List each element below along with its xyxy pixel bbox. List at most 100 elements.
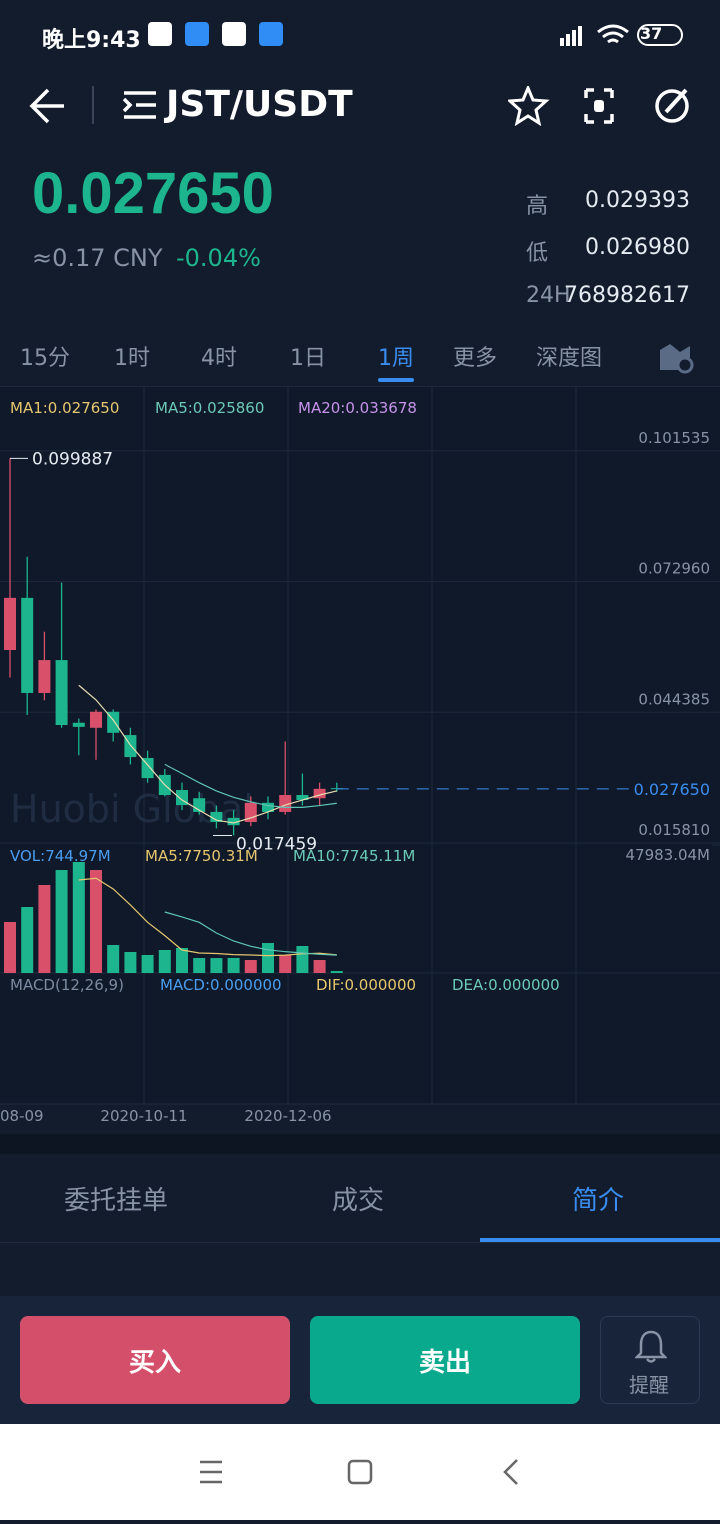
volume-bar: [176, 948, 188, 973]
status-bar: 晚上9:43 37: [0, 0, 720, 70]
alert-button[interactable]: 提醒: [600, 1316, 700, 1404]
buy-button[interactable]: 买入: [20, 1316, 290, 1404]
legend-item: MACD:0.000000: [160, 976, 282, 994]
volume-bar: [210, 958, 223, 973]
bottom-tab[interactable]: 成交: [332, 1186, 385, 1216]
interval-tab[interactable]: 15分: [20, 346, 70, 371]
nav-buttons[interactable]: [0, 1424, 720, 1520]
high-label: 高: [526, 194, 549, 219]
volume-bar: [158, 949, 171, 973]
legend-item: MA1:0.027650: [10, 399, 119, 417]
kline-chart: Huobi Global 0.101535 0.072960 0.044385 0.01…: [0, 387, 720, 1134]
candle-body: [4, 597, 16, 651]
chart-background: [0, 387, 720, 1134]
candle-body: [38, 660, 51, 694]
volume-label: 24H: [526, 283, 571, 308]
volume-bar: [262, 943, 274, 973]
last-price-label: 0.027650: [634, 780, 710, 799]
bottom-tab[interactable]: 委托挂单: [64, 1186, 169, 1216]
interval-tab[interactable]: 1周: [378, 346, 414, 371]
volume-bar: [21, 907, 34, 973]
y-tick-label: 0.072960: [638, 560, 710, 578]
legend-item: MA10:7745.11M: [293, 847, 415, 865]
active-indicator: [378, 378, 414, 382]
interval-tab[interactable]: 更多: [453, 346, 498, 371]
volume-bar: [244, 960, 257, 973]
legend-item: MA5:0.025860: [155, 399, 264, 417]
volume-bar: [38, 885, 51, 973]
pair-title: JST/USDT: [166, 84, 353, 125]
legend-item: DIF:0.000000: [316, 976, 416, 994]
volume-bar: [90, 870, 102, 973]
candle-body: [210, 811, 223, 823]
candle-body: [72, 722, 85, 727]
min-label: 0.017459: [236, 834, 317, 854]
low-label: 低: [526, 241, 549, 266]
cny-price: ≈0.17 CNY: [32, 244, 163, 272]
candle-body: [90, 711, 102, 728]
volume-bar: [124, 952, 137, 973]
watermark: Huobi Global: [10, 787, 254, 831]
ma-line: [78, 877, 337, 957]
candle-body: [296, 795, 309, 801]
candle-body: [141, 757, 154, 779]
divider: [92, 86, 94, 124]
candle-body: [21, 597, 34, 694]
active-indicator: [480, 1238, 720, 1242]
sell-button[interactable]: 卖出: [310, 1316, 580, 1404]
max-label: 0.099887: [32, 449, 113, 469]
volume-value: 768982617: [564, 283, 690, 308]
interval-tabs: [0, 326, 720, 387]
clock: 晚上9:43: [42, 28, 141, 53]
menu-icon[interactable]: [122, 90, 158, 120]
candle-body: [55, 660, 68, 726]
change-percent: -0.04%: [176, 244, 261, 272]
volume-bar: [227, 957, 240, 973]
candle-body: [124, 735, 137, 758]
bottom-tab[interactable]: 简介: [572, 1186, 625, 1216]
volume-bar: [107, 945, 120, 973]
header: [0, 70, 720, 146]
header-actions[interactable]: [508, 86, 708, 126]
candle-body: [244, 802, 257, 823]
bottom-tabs: [0, 1154, 720, 1243]
x-tick-label: 2020-10-11: [100, 1107, 187, 1125]
candle-body: [227, 817, 240, 826]
interval-tab[interactable]: 1日: [290, 346, 326, 371]
navigation-bar: [0, 1424, 720, 1520]
y-tick-label: 0.101535: [638, 429, 710, 447]
volume-bar: [279, 955, 292, 973]
low-value: 0.026980: [585, 235, 690, 260]
volume-bar: [193, 958, 206, 973]
interval-tab[interactable]: 4时: [201, 346, 237, 371]
legend-item: MA20:0.033678: [298, 399, 417, 417]
volume-bar: [313, 959, 326, 973]
volume-bar: [55, 870, 68, 973]
candle-body: [262, 802, 274, 812]
volume-bar: [330, 971, 343, 973]
y-tick-label: 0.015810: [638, 821, 710, 839]
x-tick-label: 2020-12-06: [244, 1107, 331, 1125]
high-value: 0.029393: [585, 188, 690, 213]
volume-bar: [4, 922, 16, 973]
legend-item: DEA:0.000000: [452, 976, 560, 994]
last-price: 0.027650: [32, 161, 274, 226]
volume-bar: [296, 946, 309, 973]
legend-item: MA5:7750.31M: [145, 847, 258, 865]
legend-item: MACD(12,26,9): [10, 976, 124, 994]
candle-body: [313, 788, 326, 799]
interval-tab[interactable]: 1时: [114, 346, 150, 371]
interval-tab[interactable]: 深度图: [536, 346, 603, 371]
volume-tick-label: 47983.04M: [625, 846, 710, 864]
battery-level: 37: [640, 24, 663, 43]
ma-line: [164, 911, 337, 956]
bell-icon: [635, 1330, 667, 1363]
chart-settings[interactable]: [658, 340, 694, 374]
alert-label: 提醒: [629, 1373, 669, 1397]
separator: [0, 1134, 720, 1154]
notification-icons: [148, 22, 283, 46]
x-axis-band: [0, 1104, 720, 1134]
back-button[interactable]: [28, 88, 68, 124]
